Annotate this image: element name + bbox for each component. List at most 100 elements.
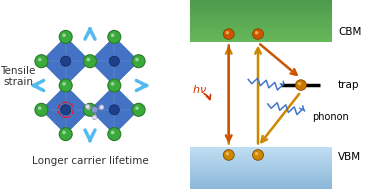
- Circle shape: [59, 128, 72, 141]
- Bar: [190, 1, 332, 2]
- Text: trap: trap: [338, 80, 360, 90]
- Bar: [190, 31, 332, 32]
- Circle shape: [99, 105, 104, 110]
- Bar: [190, 171, 332, 172]
- Bar: [190, 26, 332, 27]
- Bar: [190, 12, 332, 13]
- Bar: [190, 161, 332, 162]
- Circle shape: [61, 105, 71, 115]
- Circle shape: [35, 103, 48, 116]
- Circle shape: [38, 58, 42, 61]
- Bar: [190, 34, 332, 35]
- Circle shape: [108, 79, 121, 92]
- Bar: [190, 174, 332, 175]
- Bar: [190, 162, 332, 163]
- Text: CBM: CBM: [338, 27, 362, 37]
- Circle shape: [87, 106, 90, 110]
- Polygon shape: [90, 85, 139, 134]
- Bar: [190, 39, 332, 40]
- Bar: [190, 168, 332, 169]
- Bar: [190, 166, 332, 167]
- Bar: [190, 172, 332, 173]
- Circle shape: [62, 82, 66, 86]
- Bar: [190, 33, 332, 34]
- Text: phonon: phonon: [313, 112, 350, 122]
- Bar: [190, 183, 332, 184]
- Bar: [190, 7, 332, 8]
- Text: Tensile
strain: Tensile strain: [0, 66, 36, 87]
- Bar: [190, 13, 332, 14]
- Bar: [190, 28, 332, 29]
- Circle shape: [84, 55, 96, 68]
- Bar: [190, 32, 332, 33]
- Circle shape: [111, 82, 114, 86]
- Bar: [190, 173, 332, 174]
- Circle shape: [92, 115, 97, 120]
- Bar: [190, 180, 332, 181]
- Bar: [190, 179, 332, 180]
- Bar: [190, 25, 332, 26]
- Circle shape: [87, 58, 90, 61]
- Circle shape: [132, 55, 145, 68]
- Bar: [190, 14, 332, 15]
- Circle shape: [132, 103, 145, 116]
- Circle shape: [226, 152, 229, 155]
- Bar: [190, 181, 332, 182]
- Circle shape: [62, 131, 66, 134]
- Bar: [190, 164, 332, 165]
- Bar: [190, 8, 332, 9]
- Circle shape: [59, 30, 72, 43]
- Bar: [190, 10, 332, 11]
- Circle shape: [109, 56, 119, 66]
- Circle shape: [108, 30, 121, 43]
- Bar: [190, 147, 332, 148]
- Bar: [190, 38, 332, 39]
- Circle shape: [223, 150, 234, 160]
- Circle shape: [38, 106, 42, 110]
- Bar: [190, 151, 332, 152]
- Bar: [190, 15, 332, 16]
- Bar: [190, 0, 332, 1]
- Circle shape: [296, 80, 306, 90]
- Bar: [190, 27, 332, 28]
- Circle shape: [252, 150, 264, 160]
- Bar: [190, 29, 332, 30]
- Bar: [190, 11, 332, 12]
- Polygon shape: [41, 37, 90, 85]
- Circle shape: [111, 131, 114, 134]
- Bar: [190, 184, 332, 185]
- Circle shape: [226, 31, 229, 34]
- Bar: [190, 155, 332, 156]
- Bar: [190, 188, 332, 189]
- Bar: [190, 187, 332, 188]
- Circle shape: [252, 29, 264, 39]
- Bar: [190, 18, 332, 19]
- Bar: [190, 20, 332, 21]
- Text: $h\nu$: $h\nu$: [192, 83, 207, 95]
- Circle shape: [61, 56, 71, 66]
- Bar: [190, 185, 332, 186]
- Bar: [190, 156, 332, 157]
- Circle shape: [85, 104, 90, 109]
- Circle shape: [255, 152, 258, 155]
- Circle shape: [135, 106, 139, 110]
- Bar: [190, 178, 332, 179]
- Bar: [190, 165, 332, 166]
- Circle shape: [135, 58, 139, 61]
- Bar: [190, 177, 332, 178]
- Bar: [190, 148, 332, 149]
- Circle shape: [35, 55, 48, 68]
- Bar: [190, 158, 332, 159]
- Bar: [190, 24, 332, 25]
- Bar: [190, 35, 332, 36]
- Circle shape: [109, 105, 119, 115]
- Circle shape: [84, 103, 96, 116]
- Bar: [190, 186, 332, 187]
- Circle shape: [223, 29, 234, 39]
- Bar: [190, 6, 332, 7]
- Bar: [190, 37, 332, 38]
- Circle shape: [255, 31, 258, 34]
- Bar: [190, 157, 332, 158]
- Bar: [190, 160, 332, 161]
- Bar: [190, 41, 332, 42]
